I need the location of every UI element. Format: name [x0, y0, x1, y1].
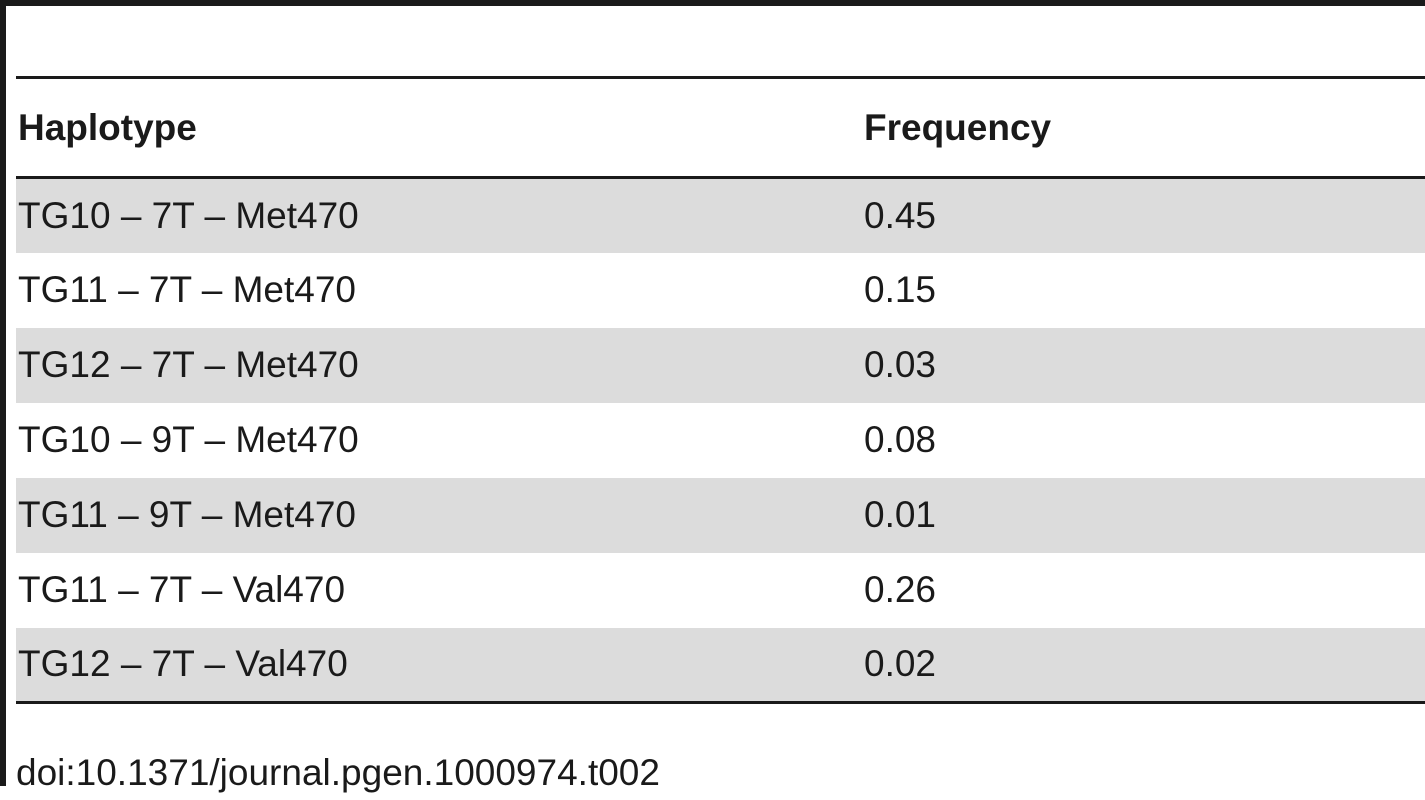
haplotype-cell: TG11 – 9T – Met470 [16, 477, 862, 553]
table-row: TG11 – 7T – Val470 0.26 [16, 553, 1425, 628]
haplotype-frequency-table: Haplotype Frequency TG10 – 7T – Met470 0… [16, 76, 1425, 704]
frequency-cell: 0.03 [862, 327, 1425, 403]
haplotype-cell: TG11 – 7T – Met470 [18, 269, 356, 310]
table-row: TG12 – 7T – Met470 0.03 [16, 327, 1425, 403]
frequency-cell: 0.08 [864, 419, 937, 460]
table-row: TG10 – 7T – Met470 0.45 [16, 177, 1425, 253]
column-header-frequency: Frequency [862, 77, 1425, 179]
haplotype-cell: TG12 – 7T – Met470 [16, 327, 862, 403]
haplotype-cell: TG10 – 9T – Met470 [18, 419, 359, 460]
top-border-rule [0, 0, 1425, 6]
left-border-rule [0, 0, 6, 786]
frequency-cell: 0.26 [864, 569, 937, 610]
table-row: TG12 – 7T – Val470 0.02 [16, 627, 1425, 703]
frequency-cell: 0.15 [864, 269, 937, 310]
doi-citation: doi:10.1371/journal.pgen.1000974.t002 [16, 752, 660, 793]
haplotype-cell: TG10 – 7T – Met470 [16, 177, 862, 253]
table-row: TG11 – 7T – Met470 0.15 [16, 253, 1425, 328]
haplotype-cell: TG12 – 7T – Val470 [16, 627, 862, 703]
frequency-cell: 0.45 [862, 177, 1425, 253]
header-row: Haplotype Frequency [16, 77, 1425, 179]
table-row: TG10 – 9T – Met470 0.08 [16, 403, 1425, 478]
column-header-haplotype: Haplotype [16, 77, 862, 179]
table-header: Haplotype Frequency [16, 77, 1425, 179]
frequency-cell: 0.01 [862, 477, 1425, 553]
table-body: TG10 – 7T – Met470 0.45 TG11 – 7T – Met4… [16, 177, 1425, 703]
frequency-cell: 0.02 [862, 627, 1425, 703]
haplotype-table-container: Haplotype Frequency TG10 – 7T – Met470 0… [16, 76, 1425, 704]
haplotype-cell: TG11 – 7T – Val470 [18, 569, 346, 610]
table-row: TG11 – 9T – Met470 0.01 [16, 477, 1425, 553]
